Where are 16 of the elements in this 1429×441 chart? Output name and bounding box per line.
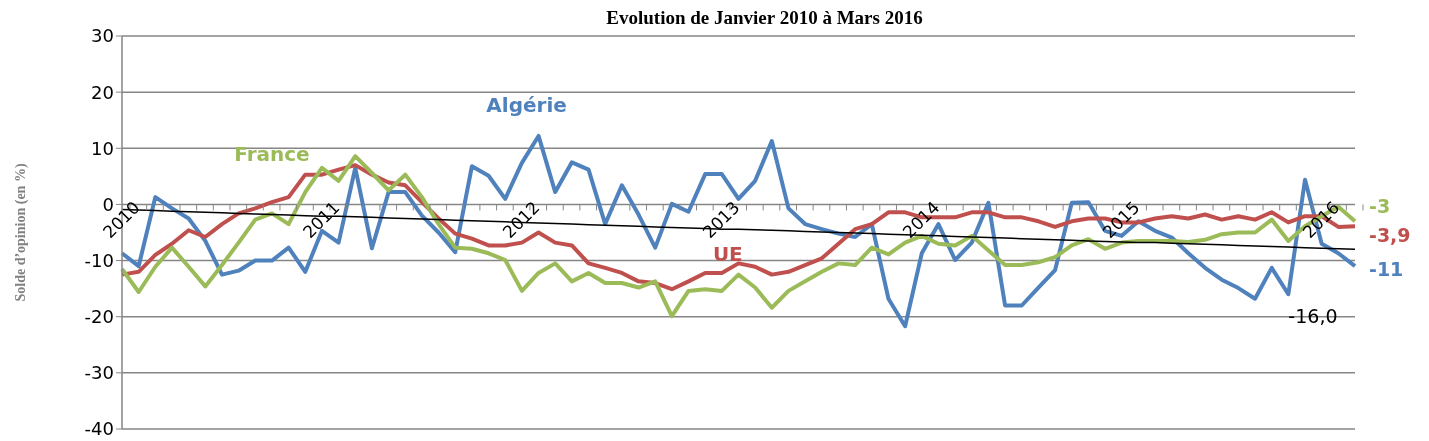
y-tick-label: -20: [84, 306, 114, 328]
y-axis-title: Solde d’opinion (en %): [12, 163, 29, 302]
y-tick-label: -30: [84, 362, 114, 384]
chart-title: Evolution de Janvier 2010 à Mars 2016: [606, 7, 923, 28]
data-label: -3,9: [1369, 223, 1411, 246]
y-tick-label: 30: [91, 25, 114, 47]
y-tick-label: -40: [84, 418, 114, 440]
series-label: UE: [712, 241, 743, 266]
series-label: Algérie: [486, 92, 567, 117]
y-tick-label: -10: [84, 249, 114, 271]
data-label: -3: [1369, 194, 1391, 217]
y-tick-label: 20: [91, 81, 114, 103]
y-tick-label: 10: [91, 137, 114, 159]
data-label: -16,0: [1288, 304, 1338, 327]
data-label: -11: [1369, 257, 1404, 280]
series-label: France: [234, 142, 310, 167]
